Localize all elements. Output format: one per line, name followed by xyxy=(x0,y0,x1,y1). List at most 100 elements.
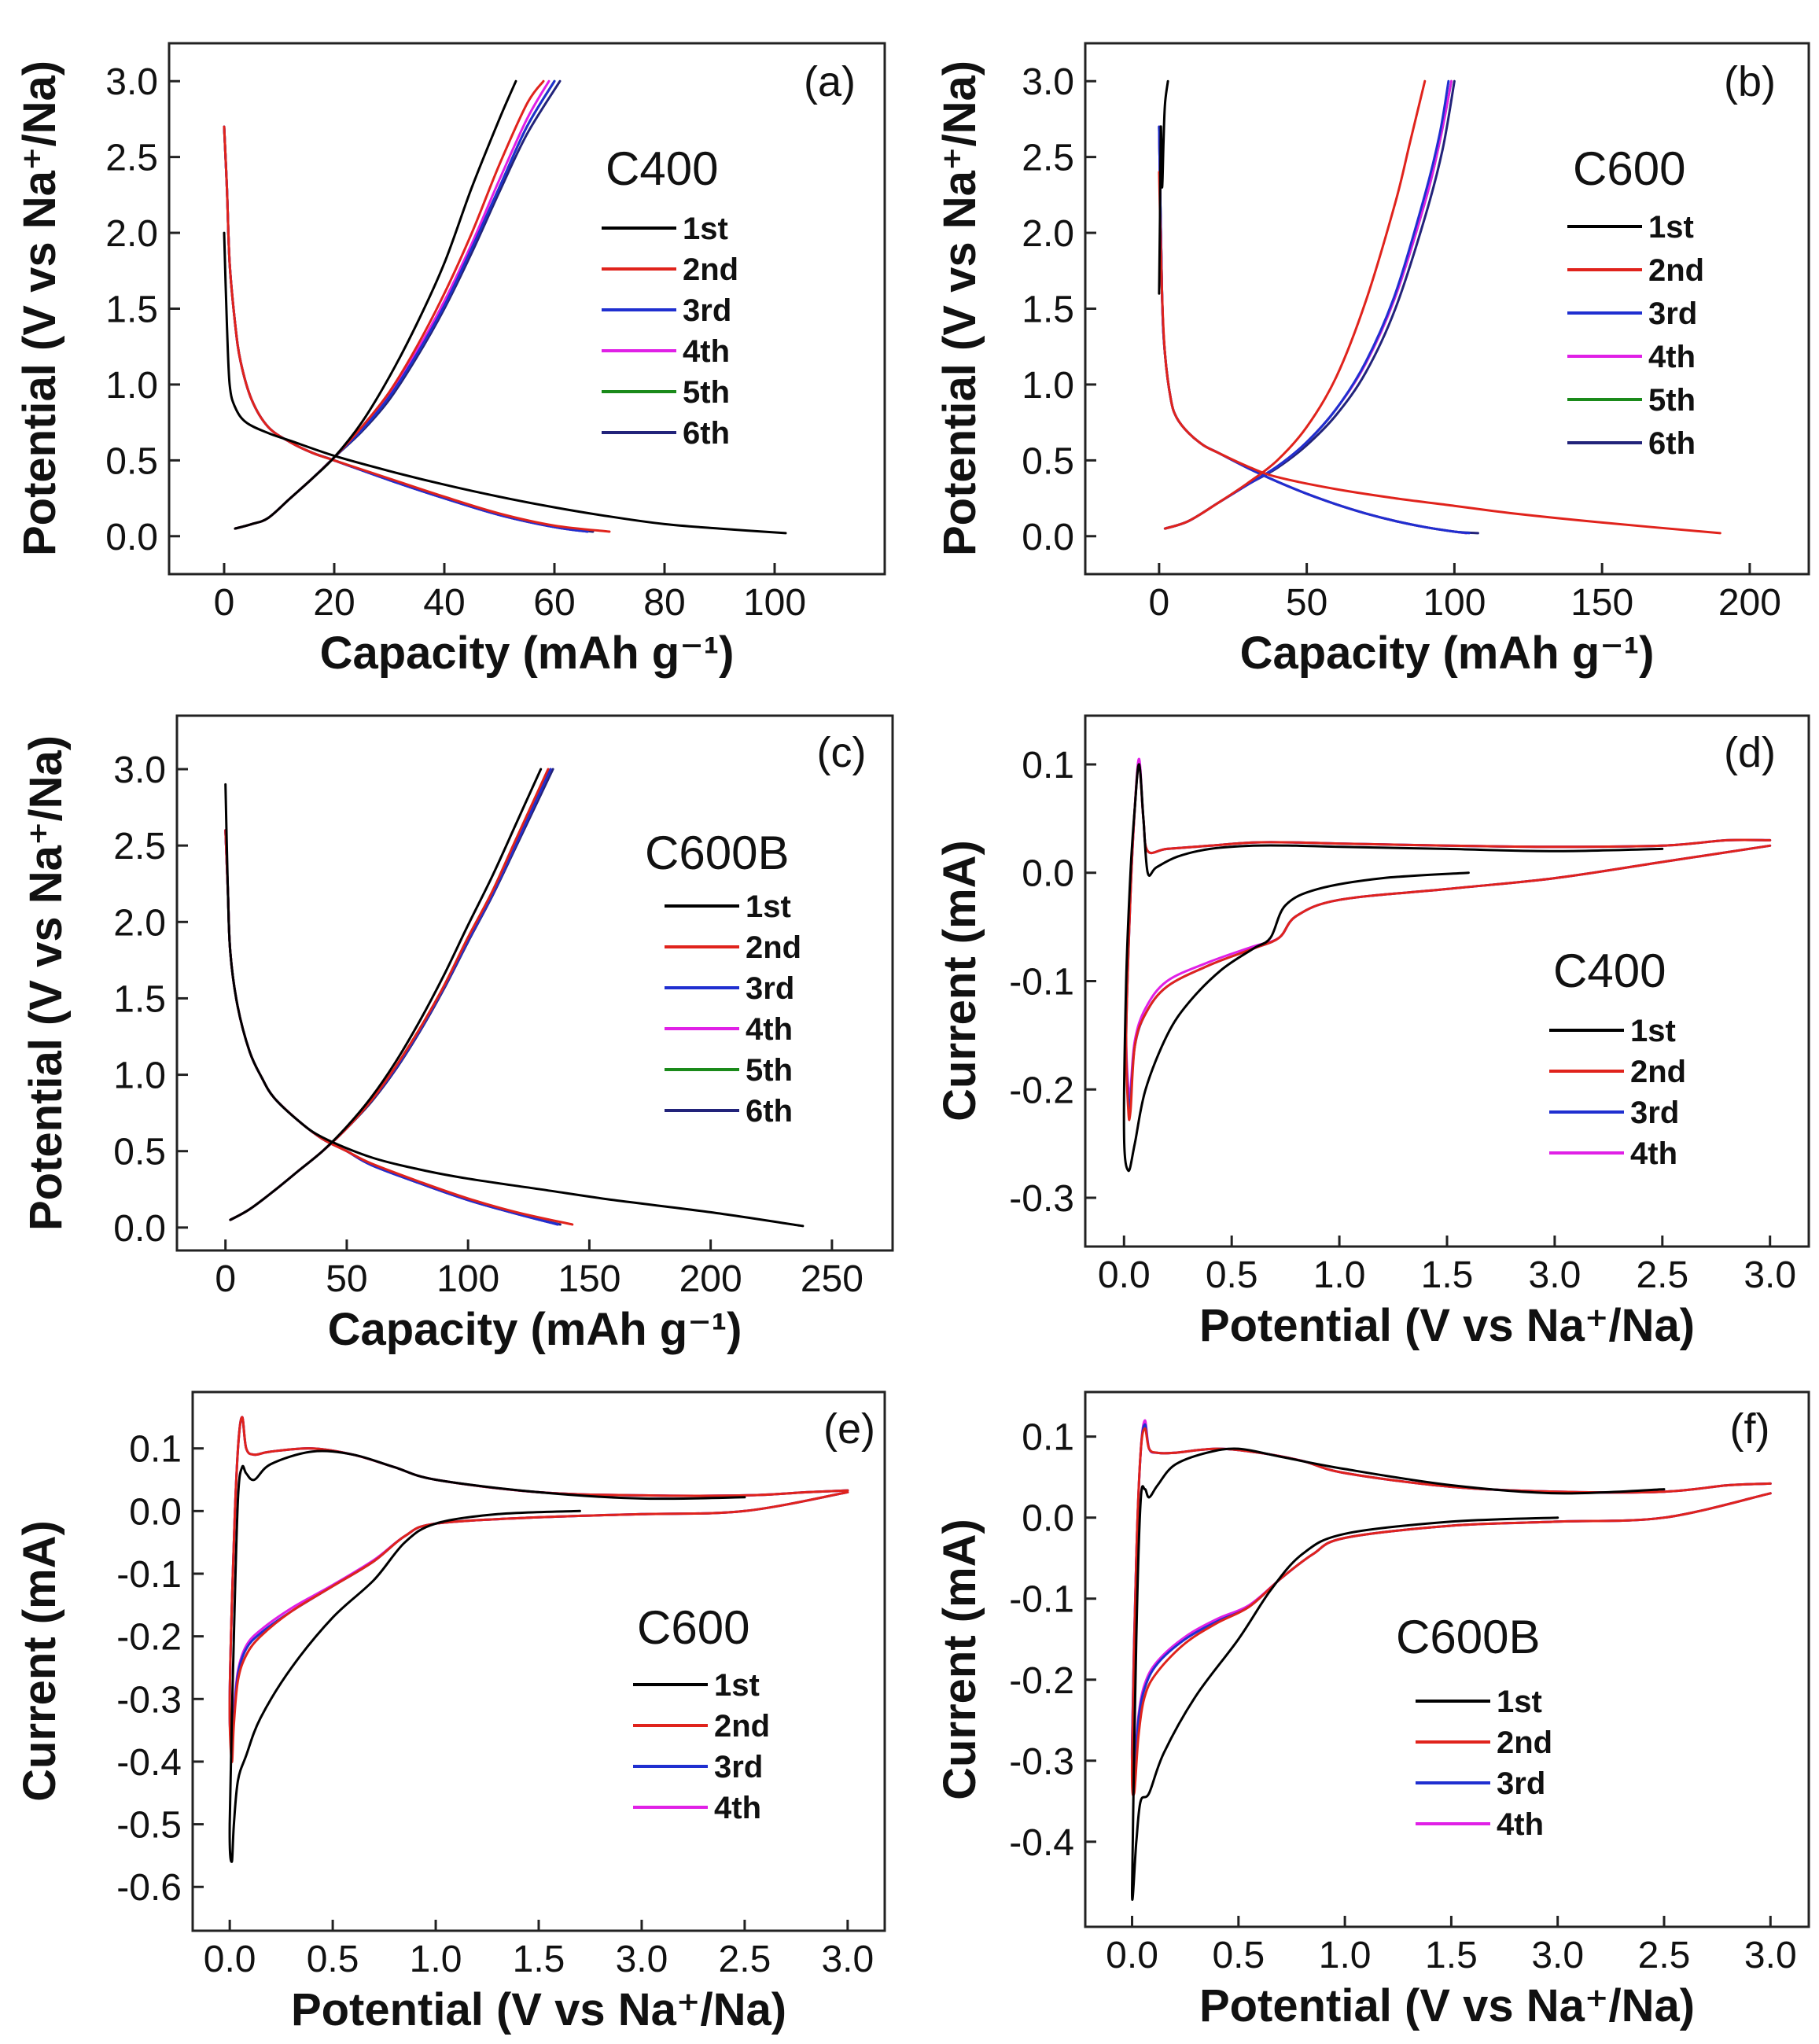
legend-label-e-2nd: 2nd xyxy=(714,1709,770,1744)
legend-label-b-1st: 1st xyxy=(1648,210,1694,245)
legend-label-b-6th: 6th xyxy=(1648,426,1696,461)
sample-name-d: C400 xyxy=(1553,945,1666,997)
series-group-f xyxy=(1130,1419,1772,1901)
series-group-b xyxy=(1158,79,1721,535)
series-group-d xyxy=(1122,757,1772,1173)
y-tick-label-b: 3.0 xyxy=(1022,61,1074,103)
x-axis-label-c: Capacity (mAh g⁻¹) xyxy=(328,1304,742,1355)
y-tick-label-f: -0.3 xyxy=(1009,1741,1074,1783)
legend-label-d-3rd: 3rd xyxy=(1630,1096,1679,1130)
x-tick-label-d: 2.5 xyxy=(1636,1254,1688,1296)
legend-label-a-3rd: 3rd xyxy=(683,293,731,328)
y-tick-label-a: 3.0 xyxy=(105,61,158,103)
y-tick-label-d: -0.3 xyxy=(1009,1178,1074,1220)
x-tick-label-b: 100 xyxy=(1423,582,1486,624)
y-tick-label-b: 2.0 xyxy=(1022,213,1074,255)
x-tick-label-f: 0.0 xyxy=(1106,1935,1158,1976)
series-group-c xyxy=(224,768,805,1228)
y-axis-label-a: Potential (V vs Na⁺/Na) xyxy=(14,61,65,556)
x-tick-label-e: 0.5 xyxy=(307,1939,359,1980)
y-tick-label-a: 2.0 xyxy=(105,213,158,255)
x-axis-label-b: Capacity (mAh g⁻¹) xyxy=(1240,628,1655,679)
panel-b: 0 50 100 150 200 0.0 0.5 1.0 1.5 2.0 2.5 3.0 Capacit… xyxy=(934,42,1810,679)
y-tick-label-e: 0.0 xyxy=(129,1491,182,1533)
legend-label-f-4th: 4th xyxy=(1497,1807,1544,1842)
y-tick-label-f: -0.2 xyxy=(1009,1660,1074,1702)
sample-name-f: C600B xyxy=(1396,1611,1540,1663)
legend-label-a-6th: 6th xyxy=(683,416,730,451)
series-line-d-2nd xyxy=(1125,763,1772,1121)
x-tick-label-f: 3.0 xyxy=(1744,1935,1797,1976)
x-tick-label-e: 3.0 xyxy=(821,1939,874,1980)
x-tick-label-c: 0 xyxy=(215,1258,236,1300)
x-tick-label-f: 1.5 xyxy=(1425,1935,1478,1976)
panel-label-b: (b) xyxy=(1724,58,1776,105)
y-tick-label-f: -0.1 xyxy=(1009,1579,1074,1621)
panel-a: 0 20 40 60 80 100 0.0 0.5 1.0 1.5 2.0 2.5 3.0 Capacit… xyxy=(14,42,886,679)
panel-f: 0.0 0.5 1.0 1.5 3.0 2.5 3.0 -0.4 -0.3 -0.2 -0.1 0.0… xyxy=(934,1390,1810,2031)
x-tick-label-f: 0.5 xyxy=(1212,1935,1265,1976)
panel-label-c: (c) xyxy=(817,729,867,776)
x-tick-label-e: 1.0 xyxy=(410,1939,462,1980)
legend-label-e-3rd: 3rd xyxy=(714,1750,763,1784)
legend-label-b-3rd: 3rd xyxy=(1648,296,1697,331)
legend-label-a-4th: 4th xyxy=(683,334,730,369)
x-tick-label-c: 200 xyxy=(679,1258,742,1300)
x-tick-label-d: 0.0 xyxy=(1098,1254,1151,1296)
series-line-f-2nd xyxy=(1130,1427,1772,1797)
x-axis-label-d: Potential (V vs Na⁺/Na) xyxy=(1199,1300,1695,1351)
panel-e: 0.0 0.5 1.0 1.5 3.0 2.5 3.0 -0.6 -0.5 -0.4 -0.3 -0.… xyxy=(14,1390,886,2035)
y-axis-label-b: Potential (V vs Na⁺/Na) xyxy=(934,61,985,556)
legend-label-c-3rd: 3rd xyxy=(746,971,794,1006)
x-axis-label-f: Potential (V vs Na⁺/Na) xyxy=(1199,1980,1695,2031)
y-tick-label-c: 3.0 xyxy=(113,749,166,791)
legend-label-b-2nd: 2nd xyxy=(1648,253,1704,288)
y-tick-label-c: 1.0 xyxy=(113,1055,166,1097)
x-tick-label-a: 80 xyxy=(643,582,685,624)
legend-label-c-6th: 6th xyxy=(746,1094,793,1129)
y-tick-label-f: 0.1 xyxy=(1022,1417,1074,1459)
legend-label-e-1st: 1st xyxy=(714,1668,760,1703)
legend-label-c-2nd: 2nd xyxy=(746,930,801,965)
x-tick-label-d: 3.0 xyxy=(1529,1254,1581,1296)
x-tick-label-d: 1.0 xyxy=(1313,1254,1366,1296)
legend-label-b-5th: 5th xyxy=(1648,383,1696,418)
y-tick-label-a: 2.5 xyxy=(105,138,158,179)
panel-c: 0 50 100 150 200 250 0.0 0.5 1.0 1.5 2.0 2.5 3.0 Capa… xyxy=(20,714,894,1355)
y-tick-label-b: 0.5 xyxy=(1022,440,1074,482)
series-line-a-1st-charge xyxy=(234,79,517,530)
y-tick-label-c: 0.5 xyxy=(113,1132,166,1173)
x-tick-label-e: 1.5 xyxy=(513,1939,565,1980)
panel-label-f: (f) xyxy=(1730,1405,1770,1453)
sample-name-c: C600B xyxy=(645,827,789,879)
panel-label-d: (d) xyxy=(1724,729,1776,776)
legend-label-c-4th: 4th xyxy=(746,1012,793,1047)
legend-label-f-1st: 1st xyxy=(1497,1685,1542,1719)
axes-frame-c xyxy=(175,714,894,1252)
y-tick-label-c: 0.0 xyxy=(113,1208,166,1250)
series-line-a-1st-discharge xyxy=(223,231,787,535)
x-axis-label-a: Capacity (mAh g⁻¹) xyxy=(320,628,735,679)
series-line-b-1st xyxy=(1158,79,1169,295)
x-tick-label-c: 100 xyxy=(436,1258,499,1300)
y-tick-label-e: -0.1 xyxy=(116,1554,182,1596)
x-tick-label-a: 40 xyxy=(423,582,465,624)
y-tick-label-c: 1.5 xyxy=(113,978,166,1020)
x-tick-label-b: 0 xyxy=(1149,582,1170,624)
y-axis-label-e: Current (mA) xyxy=(14,1520,65,1802)
x-tick-label-a: 100 xyxy=(743,582,806,624)
legend-label-d-4th: 4th xyxy=(1630,1136,1677,1171)
panel-label-e: (e) xyxy=(823,1405,875,1453)
legend-label-f-3rd: 3rd xyxy=(1497,1766,1545,1801)
legend-label-c-5th: 5th xyxy=(746,1053,793,1088)
y-tick-label-d: -0.2 xyxy=(1009,1070,1074,1111)
y-tick-label-a: 1.0 xyxy=(105,365,158,407)
series-line-c-1st-charge xyxy=(229,768,543,1221)
series-group-a xyxy=(223,79,787,535)
x-tick-label-a: 60 xyxy=(533,582,575,624)
legend-label-a-5th: 5th xyxy=(683,375,730,410)
y-tick-label-e: -0.6 xyxy=(116,1867,182,1909)
panel-label-a: (a) xyxy=(804,58,856,105)
x-tick-label-e: 3.0 xyxy=(616,1939,668,1980)
